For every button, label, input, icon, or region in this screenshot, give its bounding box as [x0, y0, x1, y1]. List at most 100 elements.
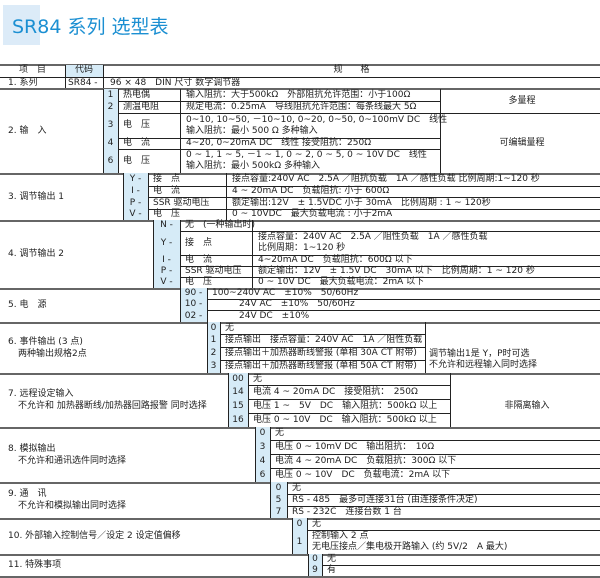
row-divider: [123, 197, 600, 198]
row-divider: [103, 101, 440, 102]
divider: [270, 494, 271, 506]
option-code: 02 -: [184, 310, 203, 321]
option-spec: RS - 485 最多可连接31台 (由连接条件决定): [292, 494, 478, 505]
option-spec: 100~240V AC ±10% 50/60Hz: [212, 288, 359, 298]
option-label: 无 (一种输出时): [185, 220, 256, 230]
divider: [123, 186, 124, 197]
option-code-bg: [207, 347, 220, 360]
option-code-bg: [180, 310, 207, 322]
option-spec: 4 ~ 20mA DC 负载阻抗: 小于 600Ω: [232, 186, 390, 196]
section-item-label: 8. 模拟输出 不允许和通讯选件同时选择: [8, 443, 126, 467]
option-code-bg: [153, 266, 180, 277]
divider: [220, 322, 221, 334]
option-spec: 4~20, 0~20mA DC 线性 接受阻抗：250Ω: [186, 138, 372, 148]
divider: [103, 101, 104, 113]
divider: [220, 334, 221, 347]
option-code: 3: [107, 120, 114, 130]
section-item-label: 6. 事件输出 (3 点) 两种输出规格2点: [8, 336, 87, 360]
row-divider: [228, 413, 450, 414]
option-code: 1: [107, 89, 114, 100]
row-divider: [103, 138, 440, 139]
option-code: 3: [210, 361, 217, 371]
header-spec: 规 格: [333, 65, 370, 75]
option-spec: 接点输出＋加热器断线警报 (单相 50A CT 附带): [225, 361, 417, 371]
section-divider: [0, 482, 600, 484]
header-item: 项 目: [18, 65, 46, 75]
option-spec: 0 ~ 1, 1 ~ 5, －1 ~ 1, 0 ~ 2, 0 ~ 5, 0 ~ …: [186, 150, 427, 160]
row-divider: [103, 113, 440, 114]
item-label-line: 7. 远程设定输入: [8, 389, 74, 399]
option-spec: 额定输出：12V ± 1.5V DC 30mA 以下 比例周期：1 ~ 120 …: [258, 266, 535, 276]
option-code: 5: [275, 494, 282, 505]
divider: [148, 186, 149, 197]
option-spec: 接点输出 接点容量：240V AC 1A ／阻性负载: [225, 335, 423, 345]
divider: [103, 65, 104, 89]
option-code: 0: [259, 428, 266, 438]
divider: [103, 149, 104, 173]
section-divider: [0, 288, 600, 290]
option-code-bg: [308, 554, 322, 565]
divider: [103, 89, 104, 101]
divider: [292, 518, 293, 530]
option-spec: 电压 0 ~ 10mV DC 输出阻抗： 10Ω: [275, 441, 435, 452]
item-label-line: 不允许和 加热器断线/加热器回路报警 同时选择: [18, 401, 207, 411]
divider: [207, 334, 208, 347]
divider: [180, 299, 181, 310]
item-label-line: 3. 调节输出 1: [8, 191, 65, 202]
divider: [270, 468, 271, 482]
option-spec: 接点容量：240V AC 2.5A ／阻性负载 1A ／感性负载: [258, 232, 488, 242]
option-code: 4: [107, 138, 114, 148]
option-spec: 接点输出＋加热器断线警报 (单相 30A CT 附带): [225, 348, 417, 358]
option-code: 0: [275, 482, 282, 493]
option-code: 1: [210, 335, 217, 345]
item-label-line: 11. 特殊事项: [8, 560, 62, 570]
option-code: 0: [296, 518, 303, 529]
row-divider: [440, 113, 600, 114]
divider: [228, 373, 229, 385]
divider: [252, 220, 253, 231]
divider: [180, 149, 181, 173]
divider: [118, 149, 119, 173]
item-label-line: 8. 模拟输出: [8, 443, 56, 454]
row-divider: [153, 255, 600, 256]
option-code-bg: [123, 186, 148, 197]
option-code-bg: [180, 288, 207, 299]
divider: [226, 173, 227, 186]
divider: [180, 101, 181, 113]
divider: [226, 186, 227, 197]
row-divider: [180, 310, 600, 311]
option-code: V -: [160, 277, 173, 287]
item-label-line: 6. 事件输出 (3 点): [8, 336, 83, 347]
series-item: 1. 系列: [8, 78, 38, 88]
option-spec: 24V AC ±10% 50/60Hz: [212, 299, 355, 309]
section-divider: [0, 88, 600, 90]
divider: [220, 360, 221, 373]
divider: [307, 530, 308, 554]
divider: [287, 506, 288, 518]
row-divider: [103, 149, 440, 150]
option-spec: 无: [253, 373, 263, 384]
option-code: 90 -: [184, 288, 203, 298]
option-code-bg: [103, 149, 118, 173]
row-divider: [255, 468, 600, 469]
option-code-bg: [153, 277, 180, 288]
option-code-bg: [292, 530, 307, 554]
option-code-bg: [123, 209, 148, 220]
option-code-bg: [292, 518, 307, 530]
divider: [252, 255, 253, 266]
divider: [248, 385, 249, 399]
row-divider: [255, 440, 600, 441]
divider: [226, 197, 227, 209]
section-item-label: 5. 电 源: [8, 299, 46, 311]
row-divider: [153, 277, 600, 278]
option-code-bg: [153, 255, 180, 266]
divider: [292, 530, 293, 554]
item-label-line: 两种输出规格2点: [18, 348, 87, 359]
option-spec: 无: [312, 518, 322, 529]
option-spec: 无: [292, 482, 302, 493]
item-label-line: 10. 外部输入控制信号／设定 2 设定值偏移: [8, 531, 181, 541]
section-item-label: 3. 调节输出 1: [8, 191, 64, 203]
divider: [287, 494, 288, 506]
section-divider: [0, 220, 600, 222]
header-code: 代码: [74, 65, 93, 75]
